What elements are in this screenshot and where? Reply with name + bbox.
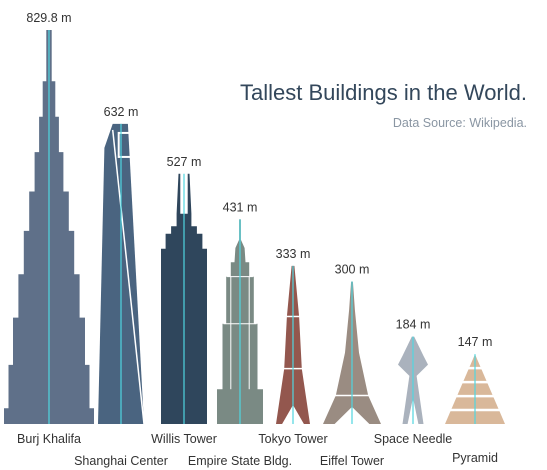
bar-shanghai-center-edge [111, 129, 145, 425]
category-label: Shanghai Center [74, 454, 168, 468]
value-label: 527 m [167, 155, 202, 169]
value-label: 300 m [335, 263, 370, 277]
category-label: Space Needle [374, 432, 453, 446]
value-label: 632 m [104, 105, 139, 119]
value-label: 829.8 m [26, 11, 71, 25]
chart-subtitle: Data Source: Wikipedia. [393, 116, 527, 130]
category-label: Willis Tower [151, 432, 217, 446]
category-label: Eiffel Tower [320, 454, 384, 468]
chart-title: Tallest Buildings in the World. [240, 80, 527, 105]
category-label: Burj Khalifa [17, 432, 81, 446]
value-label: 333 m [276, 247, 311, 261]
category-label: Tokyo Tower [258, 432, 327, 446]
category-label: Pyramid [452, 451, 498, 465]
category-label: Empire State Bldg. [188, 454, 292, 468]
bar-shanghai-center-opening [117, 131, 138, 158]
value-label: 147 m [458, 335, 493, 349]
value-label: 431 m [223, 200, 258, 214]
bars-layer [4, 30, 508, 425]
labels-layer: 829.8 m Burj Khalifa 632 m Shanghai Center 5… [17, 11, 498, 468]
value-label: 184 m [396, 318, 431, 332]
